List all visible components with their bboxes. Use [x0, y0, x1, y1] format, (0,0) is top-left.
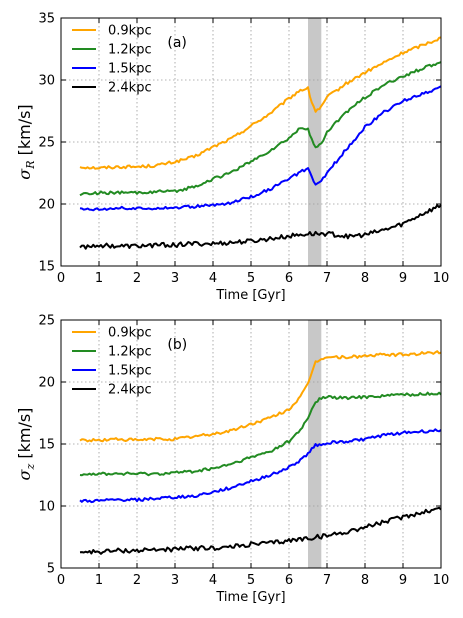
x-tick-label: 10: [433, 271, 450, 286]
y-tick-label: 20: [38, 376, 55, 391]
series-line-0-9kpc: [79, 36, 442, 170]
y-tick-label: 30: [38, 74, 55, 89]
y-tick-label: 15: [38, 438, 55, 453]
x-tick-label: 5: [247, 271, 255, 286]
x-tick-label: 3: [171, 271, 179, 286]
x-tick-label: 1: [95, 573, 103, 588]
y-axis-subscript: z: [24, 464, 37, 471]
x-tick-label: 2: [133, 573, 141, 588]
legend-label: 0.9kpc: [108, 326, 152, 341]
x-tick-label: 2: [133, 271, 141, 286]
x-tick-label: 3: [171, 573, 179, 588]
x-tick-label: 10: [433, 573, 450, 588]
series-line-1-2kpc: [79, 61, 442, 197]
x-tick-label: 1: [95, 271, 103, 286]
series-line-1-2kpc: [79, 391, 442, 477]
x-tick-label: 7: [323, 573, 331, 588]
x-tick-label: 4: [209, 573, 217, 588]
y-axis-symbol: σ: [15, 468, 34, 480]
panel-label: (a): [167, 35, 187, 51]
x-axis-label: Time [Gyr]: [215, 288, 285, 303]
y-axis-label: σR [km/s]: [15, 104, 37, 179]
legend-label: 1.5kpc: [108, 62, 152, 77]
x-tick-label: 8: [361, 271, 369, 286]
series-line-1-5kpc: [79, 85, 442, 212]
y-axis-unit: [km/s]: [15, 408, 34, 464]
x-tick-label: 8: [361, 573, 369, 588]
legend-label: 2.4kpc: [108, 383, 152, 398]
y-axis-subscript: R: [24, 160, 37, 169]
legend-label: 2.4kpc: [108, 81, 152, 96]
series-line-2-4kpc: [79, 204, 442, 250]
legend-label: 1.2kpc: [108, 43, 152, 58]
x-tick-label: 9: [399, 573, 407, 588]
x-tick-label: 9: [399, 271, 407, 286]
legend-label: 0.9kpc: [108, 24, 152, 39]
x-axis-label: Time [Gyr]: [215, 590, 285, 605]
panel-label: (b): [167, 337, 187, 353]
panel-a: 0 1 2 3 4 5 6 7 8 9 10 15 20 25 30 35 Time [Gyr] σR [km/s…: [15, 12, 449, 304]
legend-label: 1.2kpc: [108, 345, 152, 360]
x-tick-label: 6: [285, 573, 293, 588]
y-tick-label: 15: [38, 260, 55, 275]
y-axis-label: σz [km/s]: [15, 408, 37, 481]
series-line-0-9kpc: [79, 350, 442, 443]
y-tick-label: 20: [38, 198, 55, 213]
y-tick-label: 5: [47, 562, 55, 577]
x-tick-label: 6: [285, 271, 293, 286]
x-tick-label: 0: [57, 573, 65, 588]
y-axis-unit: [km/s]: [15, 104, 34, 160]
x-tick-label: 0: [57, 271, 65, 286]
series-line-2-4kpc: [79, 506, 442, 555]
y-axis-symbol: σ: [15, 168, 34, 180]
x-tick-label: 4: [209, 271, 217, 286]
x-tick-label: 7: [323, 271, 331, 286]
y-tick-label: 10: [38, 500, 55, 515]
x-tick-label: 5: [247, 573, 255, 588]
legend-label: 1.5kpc: [108, 364, 152, 379]
panel-b: 0 1 2 3 4 5 6 7 8 9 10 5 10 15 20 25 Time [Gyr] σz [km/s]…: [15, 314, 449, 606]
y-tick-label: 25: [38, 136, 55, 151]
series-line-1-5kpc: [79, 428, 442, 504]
y-tick-label: 35: [38, 12, 55, 27]
y-tick-label: 25: [38, 314, 55, 329]
